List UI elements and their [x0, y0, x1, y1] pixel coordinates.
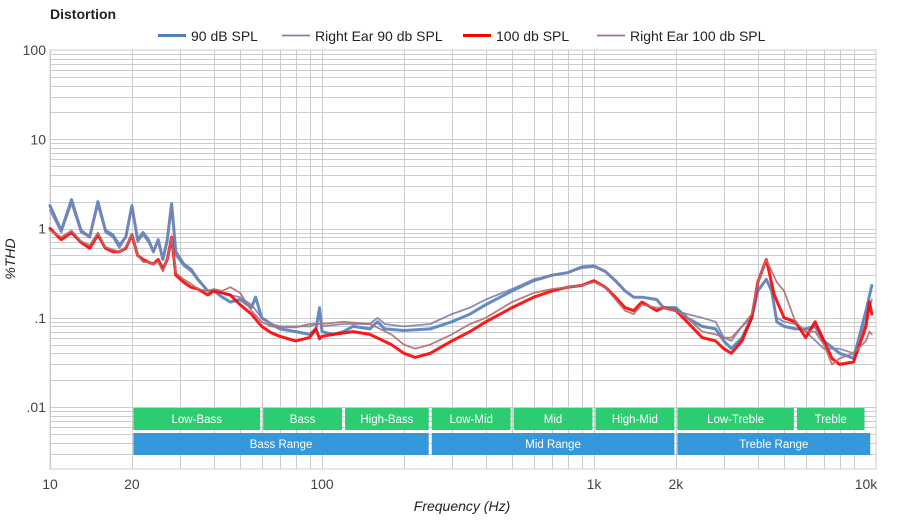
band-low-mid [431, 408, 511, 430]
y-tick-label: 1 [38, 221, 46, 237]
y-tick-label: .01 [27, 399, 47, 415]
band-label: Treble Range [739, 439, 808, 451]
series-lines [48, 198, 874, 366]
band-bass [263, 408, 343, 430]
legend-label: 90 dB SPL [191, 28, 258, 44]
x-axis-ticks: 10 20 100 1k 2k 10k [42, 476, 878, 492]
y-tick-label: .1 [34, 310, 46, 326]
band-high-bass [345, 408, 429, 430]
legend-label: Right Ear 90 db SPL [315, 28, 443, 44]
x-tick-label: 100 [310, 476, 334, 492]
band-label: Bass Range [250, 439, 313, 451]
legend-label: 100 db SPL [496, 28, 569, 44]
band-low-treble [677, 408, 794, 430]
legend-item: Right Ear 100 db SPL [597, 28, 766, 44]
legend-label: Right Ear 100 db SPL [630, 28, 766, 44]
band-high-mid [595, 408, 675, 430]
band-treble-range [677, 433, 871, 455]
band-treble [796, 408, 865, 430]
y-tick-label: 10 [30, 131, 46, 147]
x-tick-label: 2k [668, 476, 684, 492]
y-axis-ticks: 100 10 1 .1 .01 [23, 42, 47, 415]
legend-item: 90 dB SPL [158, 28, 258, 44]
y-axis-title: %THD [2, 238, 18, 279]
band-mid-range [431, 433, 675, 455]
series-line-4 [49, 229, 873, 366]
chart-title: Distortion [50, 6, 117, 22]
band-label: Low-Mid [449, 414, 492, 426]
band-label: Mid [544, 414, 563, 426]
band-label: Low-Bass [172, 414, 223, 426]
y-tick-label: 100 [23, 42, 47, 58]
band-bass-range [133, 433, 429, 455]
legend-item: 100 db SPL [463, 28, 569, 44]
series-line-2 [49, 202, 873, 355]
band-label: Low-Treble [707, 414, 764, 426]
band-mid [513, 408, 593, 430]
x-tick-label: 1k [587, 476, 603, 492]
band-label: Bass [290, 414, 316, 426]
grid [49, 49, 877, 470]
x-tick-label: 20 [124, 476, 140, 492]
x-axis-title: Frequency (Hz) [414, 498, 510, 514]
band-low-bass [133, 408, 261, 430]
legend: 90 dB SPL Right Ear 90 db SPL 100 db SPL Ri… [158, 28, 766, 44]
legend-item: Right Ear 90 db SPL [282, 28, 443, 44]
band-label: Treble [815, 414, 847, 426]
band-label: High-Mid [612, 414, 658, 426]
x-tick-label: 10k [855, 476, 879, 492]
x-tick-label: 10 [42, 476, 58, 492]
band-label: High-Bass [360, 414, 413, 426]
band-label: Mid Range [525, 439, 581, 451]
frequency-bands: Low-Bass Bass High-Bass Low-Mid Mid High-Mid L… [133, 408, 871, 455]
